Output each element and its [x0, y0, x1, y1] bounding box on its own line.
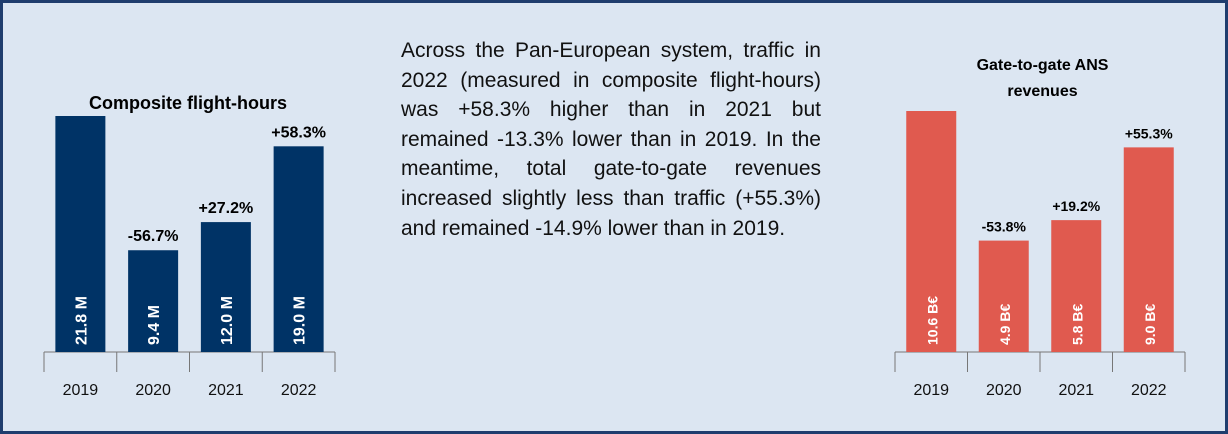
- change-label: +55.3%: [1125, 125, 1173, 141]
- change-label: +27.2%: [199, 200, 254, 217]
- value-label: 4.9 B€: [997, 304, 1013, 345]
- value-label: 19.0 M: [292, 296, 309, 345]
- change-label: -56.7%: [128, 228, 179, 245]
- bar: [978, 240, 1029, 352]
- chart-title: Gate-to-gate ANS revenues: [976, 57, 1109, 100]
- change-label: -53.8%: [982, 219, 1027, 235]
- bar: [128, 250, 179, 352]
- x-tick-label: 2021: [1058, 382, 1094, 399]
- value-label: 21.8 M: [73, 296, 90, 345]
- change-label: +19.2%: [1052, 198, 1100, 214]
- bar: [1051, 220, 1102, 352]
- paragraph: Across the Pan-European system, traffic …: [401, 39, 821, 240]
- change-label: +58.3%: [271, 124, 326, 141]
- bar: [1123, 147, 1174, 352]
- x-tick-label: 2022: [1131, 382, 1167, 399]
- value-label: 9.4 M: [146, 305, 163, 345]
- x-tick-label: 2019: [63, 382, 99, 399]
- value-label: 9.0 B€: [1142, 304, 1158, 345]
- value-label: 5.8 B€: [1069, 304, 1085, 345]
- bar: [273, 146, 324, 352]
- value-label: 10.6 B€: [924, 296, 940, 345]
- charts: 2019 21.8 M 2020 9.4 M -56.7% 2021 12.0 M +27.2…: [43, 111, 1186, 399]
- x-tick-label: 2021: [208, 382, 244, 399]
- x-tick-label: 2020: [986, 382, 1022, 399]
- x-tick-label: 2022: [281, 382, 317, 399]
- value-label: 12.0 M: [219, 296, 236, 345]
- chart-title: Composite flight-hours: [89, 93, 287, 113]
- bar: [200, 222, 251, 352]
- bar: [906, 111, 957, 352]
- bar: [55, 116, 106, 352]
- x-tick-label: 2019: [913, 382, 949, 399]
- x-tick-label: 2020: [135, 382, 171, 399]
